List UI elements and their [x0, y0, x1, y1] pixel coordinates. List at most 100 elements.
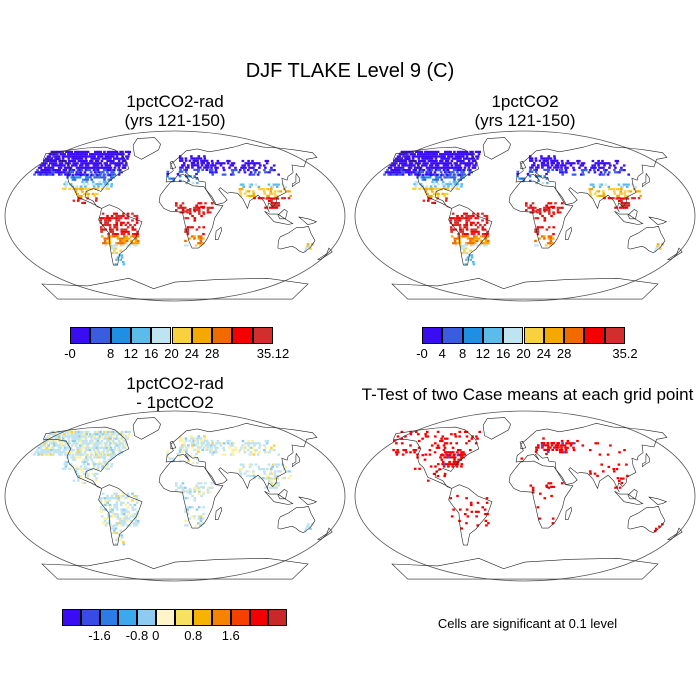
lake-cell — [134, 513, 137, 516]
lake-cell — [239, 474, 243, 477]
lake-cell — [531, 164, 534, 167]
coastline-eurasia — [165, 142, 318, 213]
lake-cell — [75, 451, 79, 454]
lake-cell — [119, 162, 122, 165]
lake-cell — [114, 247, 118, 250]
lake-cell — [101, 185, 104, 188]
lake-cell — [529, 166, 532, 169]
lake-cell — [120, 534, 123, 537]
lake-cell — [454, 244, 458, 247]
lake-cell — [210, 482, 214, 485]
lake-cell — [77, 479, 80, 482]
colorbar-swatch — [99, 609, 119, 626]
lake-cell — [69, 463, 73, 466]
lake-cell — [114, 153, 118, 156]
lake-cell — [460, 159, 463, 163]
lake-cell — [456, 164, 460, 167]
lake-cell — [258, 442, 261, 445]
lake-cell — [112, 150, 115, 153]
lake-cell — [126, 501, 130, 504]
lake-cell — [415, 150, 418, 153]
lake-cell — [418, 169, 422, 172]
lake-cell — [472, 230, 476, 233]
lake-cell — [309, 527, 312, 530]
lake-cell — [97, 463, 101, 466]
lake-cell — [86, 449, 90, 452]
lake-cell — [47, 446, 51, 449]
lake-cell — [77, 430, 81, 433]
lake-cell — [131, 506, 134, 509]
lake-cell — [124, 228, 128, 231]
lake-cell — [114, 433, 118, 436]
lake-cell — [267, 194, 270, 197]
lake-cell — [120, 503, 123, 507]
lake-cell — [59, 153, 63, 156]
lake-cell — [548, 212, 551, 215]
lake-cell — [74, 456, 78, 459]
lake-cell — [543, 448, 546, 451]
lake-cell — [202, 211, 205, 214]
lake-cell — [131, 233, 135, 236]
lake-cell — [427, 195, 431, 198]
lake-cell — [567, 162, 570, 165]
lake-cell — [538, 226, 542, 229]
lake-cell — [424, 435, 428, 438]
lake-cell — [244, 162, 247, 165]
lake-cell — [487, 522, 490, 525]
lake-cell — [459, 230, 462, 233]
lake-cell — [456, 242, 459, 245]
lake-cell — [243, 444, 246, 447]
lake-cell — [275, 185, 279, 188]
lake-cell — [112, 171, 115, 174]
coastline-northAmerica — [392, 146, 480, 209]
lake-cell — [554, 202, 557, 205]
lake-cell — [202, 226, 205, 229]
lake-cell — [400, 430, 404, 433]
lake-cell — [115, 228, 119, 231]
lake-cell — [202, 506, 205, 509]
lake-cell — [288, 470, 291, 473]
lake-cell — [95, 430, 99, 433]
lake-cell — [594, 162, 597, 165]
lake-cell — [60, 162, 64, 165]
lake-cell — [250, 194, 254, 197]
lake-cell — [64, 460, 67, 464]
lake-cell — [113, 223, 116, 227]
lake-cell — [105, 237, 109, 240]
lake-cell — [589, 192, 592, 195]
lake-cell — [598, 185, 602, 188]
lake-cell — [241, 463, 245, 466]
lake-cell — [544, 159, 547, 162]
coastline-nz — [666, 247, 683, 260]
lake-cell — [104, 221, 107, 224]
lake-cell — [193, 217, 197, 220]
lake-cell — [72, 153, 76, 156]
coastlines — [391, 137, 683, 300]
lake-cell — [520, 457, 524, 460]
lake-cell — [271, 486, 274, 489]
lake-cell — [627, 204, 631, 207]
lake-cell — [118, 444, 121, 447]
lake-cell — [463, 244, 466, 247]
lake-cell — [199, 515, 203, 518]
lake-cell — [248, 162, 251, 165]
lake-cell — [76, 453, 80, 456]
lake-cell — [58, 442, 62, 445]
lake-cell — [74, 190, 78, 193]
lake-cell — [263, 472, 267, 475]
lake-cell — [113, 503, 116, 507]
lake-cell — [387, 166, 391, 169]
lake-cell — [252, 190, 255, 193]
lake-cell — [110, 169, 114, 172]
lake-cell — [425, 185, 429, 188]
lake-cell — [69, 451, 72, 454]
lake-cell — [454, 435, 458, 438]
lake-cell — [116, 444, 119, 447]
lake-cell — [91, 446, 95, 449]
lake-cell — [58, 439, 61, 443]
lake-cell — [529, 206, 533, 209]
lake-cell — [216, 159, 220, 163]
lake-cell — [217, 162, 220, 165]
lake-cell — [456, 219, 459, 222]
lake-cell — [581, 444, 585, 447]
